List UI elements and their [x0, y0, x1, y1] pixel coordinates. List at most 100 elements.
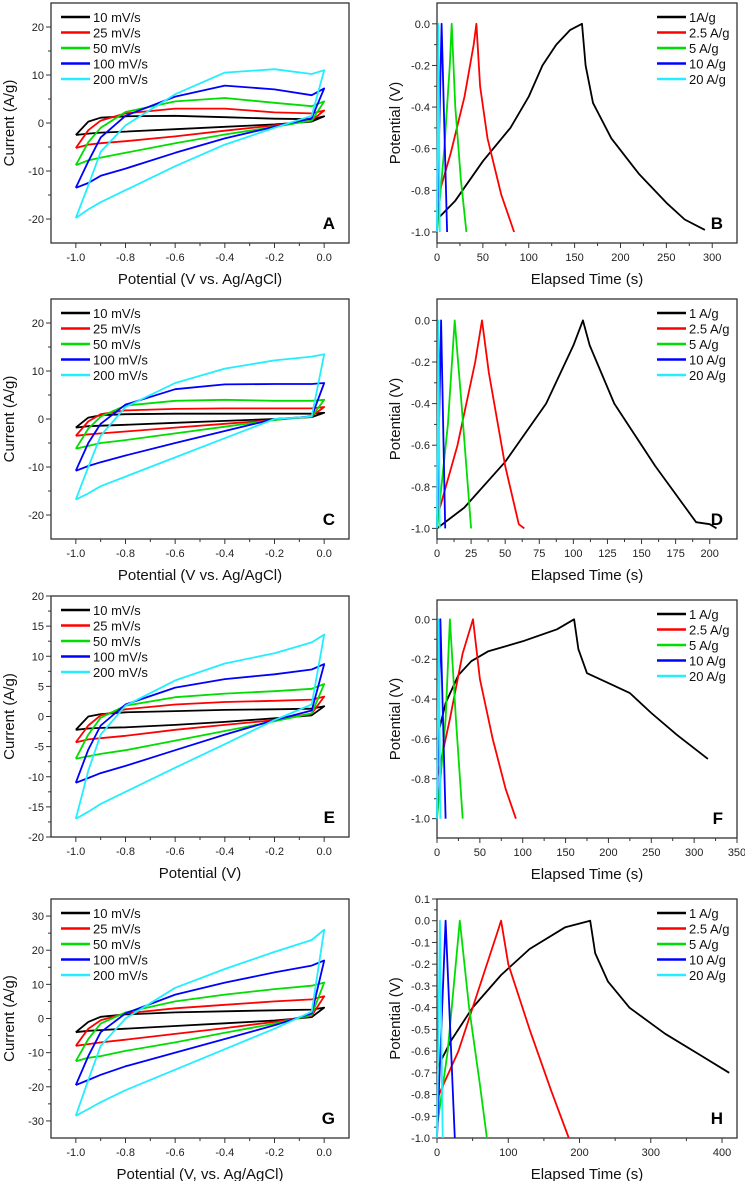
x-tick-label: -0.6 — [166, 846, 185, 858]
x-tick-label: -0.2 — [265, 548, 284, 560]
x-tick-label: -1.0 — [66, 548, 85, 560]
legend-label: 5 A/g — [689, 41, 719, 56]
x-tick-label: 125 — [598, 548, 616, 560]
x-tick-label: 50 — [474, 847, 486, 859]
x-tick-label: 100 — [514, 847, 532, 859]
x-tick-label: 350 — [728, 847, 745, 859]
y-tick-label: 0.0 — [415, 315, 430, 327]
y-tick-label: -10 — [28, 772, 44, 784]
legend-label: 20 A/g — [689, 968, 726, 983]
series-line-20-a-g — [436, 22, 441, 233]
y-tick-label: 30 — [32, 911, 44, 923]
y-tick-label: -1.0 — [411, 523, 430, 535]
legend-label: 50 mV/s — [93, 41, 141, 56]
series-line-100-mv-s — [74, 663, 326, 784]
y-tick-label: -0.6 — [411, 440, 430, 452]
y-tick-label: -0.2 — [411, 357, 430, 369]
chart-panel-e: -1.0 -0.8 -0.6 -0.4 -0.2 0.0 -20 -15 -10 -5 0 5 10 15… — [1, 591, 350, 882]
legend-label: 100 mV/s — [93, 57, 148, 72]
x-tick-label: -0.4 — [215, 846, 234, 858]
panel-label: F — [713, 809, 723, 828]
legend-label: 200 mV/s — [93, 368, 148, 383]
series-line-20-a-g — [436, 618, 442, 819]
legend-label: 100 mV/s — [93, 353, 148, 368]
legend-label: 2.5 A/g — [689, 623, 729, 638]
y-axis-title: Current (A/g) — [1, 975, 18, 1062]
series-line-50-mv-s — [75, 683, 326, 760]
x-tick-label: -0.8 — [116, 548, 135, 560]
y-tick-label: -10 — [28, 462, 44, 474]
series-line-10-mv-s — [75, 705, 326, 731]
y-tick-label: 20 — [32, 591, 44, 603]
legend-label: 10 A/g — [689, 57, 726, 72]
y-tick-label: -30 — [28, 1116, 44, 1128]
y-tick-label: -0.6 — [411, 144, 430, 156]
legend-label: 2.5 A/g — [689, 322, 729, 337]
series-line-10-mv-s — [75, 411, 326, 429]
y-tick-label: -20 — [28, 1082, 44, 1094]
x-tick-label: 0.0 — [317, 548, 332, 560]
y-tick-label: 10 — [32, 651, 44, 663]
x-tick-label: -1.0 — [66, 1147, 85, 1159]
y-tick-label: -0.8 — [411, 482, 430, 494]
x-tick-label: 25 — [465, 548, 477, 560]
x-tick-label: -0.6 — [166, 252, 185, 264]
series-line-200-mv-s — [74, 928, 326, 1117]
y-tick-label: -0.6 — [411, 1046, 430, 1058]
series-line-1a-g — [436, 22, 706, 231]
series-line-50-mv-s — [75, 398, 326, 450]
y-tick-label: -0.8 — [411, 185, 430, 197]
x-axis-title: Elapsed Time (s) — [531, 1166, 644, 1181]
series-line-20-a-g — [436, 319, 441, 529]
y-tick-label: -1.0 — [411, 1133, 430, 1145]
y-tick-label: 0.0 — [415, 916, 430, 928]
legend-label: 20 A/g — [689, 368, 726, 383]
legend-label: 2.5 A/g — [689, 26, 729, 41]
legend-label: 200 mV/s — [93, 665, 148, 680]
series-line-50-mv-s — [75, 97, 326, 167]
x-tick-label: -0.8 — [116, 846, 135, 858]
x-tick-label: -0.6 — [166, 1147, 185, 1159]
legend-label: 200 mV/s — [93, 72, 148, 87]
chart-panel-c: -1.0 -0.8 -0.6 -0.4 -0.2 0.0 -20 -10 0 10 20 Potent… — [1, 298, 350, 584]
series-line-5-a-g — [436, 618, 464, 819]
y-tick-label: -0.1 — [411, 937, 430, 949]
y-axis-title: Potential (V) — [387, 378, 404, 461]
x-tick-label: 200 — [599, 847, 617, 859]
y-tick-label: 0.0 — [415, 614, 430, 626]
series-line-2-5-a-g — [436, 618, 517, 819]
y-tick-label: 0.0 — [415, 19, 430, 31]
x-tick-label: -0.4 — [215, 548, 234, 560]
y-tick-label: -20 — [28, 510, 44, 522]
x-tick-label: 300 — [703, 252, 721, 264]
series-line-50-mv-s — [75, 981, 326, 1063]
legend-label: 50 mV/s — [93, 337, 141, 352]
legend-label: 10 A/g — [689, 953, 726, 968]
y-tick-label: -20 — [28, 832, 44, 844]
x-tick-label: -0.8 — [116, 1147, 135, 1159]
x-tick-label: -0.2 — [265, 1147, 284, 1159]
x-tick-label: 75 — [533, 548, 545, 560]
x-tick-label: 250 — [642, 847, 660, 859]
y-tick-label: 10 — [32, 70, 44, 82]
y-tick-label: -10 — [28, 166, 44, 178]
legend-label: 1 A/g — [689, 306, 719, 321]
x-tick-label: -0.2 — [265, 252, 284, 264]
x-tick-label: 0.0 — [317, 1147, 332, 1159]
y-tick-label: -1.0 — [411, 814, 430, 826]
legend-label: 10 A/g — [689, 654, 726, 669]
panel-label: B — [711, 214, 723, 233]
x-tick-label: 150 — [565, 252, 583, 264]
legend-label: 10 mV/s — [93, 10, 141, 25]
legend-label: 200 mV/s — [93, 968, 148, 983]
y-tick-label: -0.8 — [411, 774, 430, 786]
y-tick-label: -0.3 — [411, 981, 430, 993]
chart-panel-f: 0 50 100 150 200 250 300 350 0.0 -0.2 -0.4 -0.6 -0.8… — [387, 599, 745, 883]
x-axis-title: Elapsed Time (s) — [531, 271, 644, 288]
x-tick-label: 0.0 — [317, 846, 332, 858]
panel-label: G — [322, 1109, 335, 1128]
x-tick-label: 150 — [556, 847, 574, 859]
y-tick-label: -1.0 — [411, 227, 430, 239]
x-tick-label: 50 — [477, 252, 489, 264]
y-tick-label: 0 — [38, 118, 44, 130]
